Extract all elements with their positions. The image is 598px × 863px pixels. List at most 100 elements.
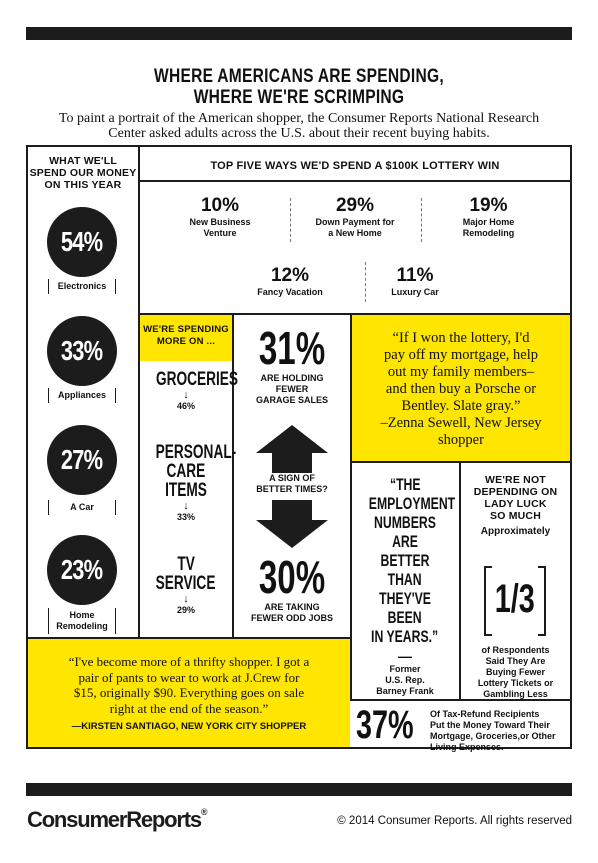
appliances-label: Appliances — [48, 388, 116, 403]
lottery-pct: 19% — [469, 195, 508, 216]
employment-quote-line: “THE — [389, 475, 421, 494]
left-column-divider — [138, 145, 140, 637]
lottery-pct: 11% — [396, 265, 434, 286]
employment-quote-line: NUMBERS — [374, 513, 436, 532]
lady-luck-label-line: Buying Fewer — [485, 667, 545, 677]
quote-line: and then buy a Porsche or — [385, 381, 537, 397]
remodeling-label-line: Home — [69, 610, 95, 620]
lottery-label: Luxury Car — [391, 287, 439, 297]
spending-more-header: WE'RE SPENDING MORE ON ... — [140, 324, 232, 348]
lady-luck-header: WE'RE NOT — [485, 474, 546, 486]
lady-luck-label-line: Lottery Tickets or — [477, 678, 554, 688]
bracket-tick — [484, 634, 492, 636]
employment-quote: “THE EMPLOYMENT NUMBERS ARE BETTER THAN … — [352, 475, 458, 697]
lottery-label: New Business — [189, 217, 251, 227]
sign-line: BETTER TIMES? — [256, 484, 328, 494]
lottery-item-business: 10% New Business Venture — [150, 195, 290, 239]
remodeling-label-text: Home Remodeling — [48, 608, 116, 634]
thrifty-quote-attribution: —KIRSTEN SANTIAGO, NEW YORK CITY SHOPPER — [71, 721, 307, 732]
remodeling-percent-circle: 23% — [47, 535, 117, 605]
lady-luck-label-line: Said They Are — [485, 656, 546, 666]
appliances-percent-circle: 33% — [47, 316, 117, 386]
fraction-value: 1/3 — [486, 575, 544, 623]
thrifty-quote-line: “I've become more of a thrifty shopper. … — [68, 654, 310, 669]
logo-text: ConsumerReports — [27, 807, 202, 832]
infographic-frame — [26, 145, 572, 749]
odd-jobs-pct: 30% — [258, 551, 326, 603]
lottery-item-remodel: 19% Major Home Remodeling — [421, 195, 556, 239]
remodeling-label: Home Remodeling — [48, 608, 116, 634]
garage-label: ARE HOLDING — [260, 373, 324, 383]
down-arrow-icon: ↓ — [183, 500, 189, 512]
lottery-dotted-divider — [365, 262, 366, 302]
lady-luck-label-line: Gambling Less — [483, 689, 548, 699]
bracket-tick — [484, 566, 492, 568]
left-header-line: SPEND OUR MONEY — [29, 167, 137, 179]
top-bar — [26, 27, 572, 40]
fraction-bracket — [484, 566, 546, 636]
personal-care-label: CARE — [166, 461, 206, 482]
spending-column-divider — [232, 313, 234, 637]
intro-text: To paint a portrait of the American shop… — [20, 111, 578, 141]
tax-pct-text: 37% — [356, 703, 414, 747]
employment-quote-line: THAN — [388, 570, 422, 589]
garage-label: GARAGE SALES — [255, 395, 328, 405]
page-title: WHERE AMERICANS ARE SPENDING, WHERE WE'R… — [0, 66, 598, 108]
odd-jobs-stat: 30% ARE TAKING FEWER ODD JOBS — [234, 552, 350, 624]
tax-label: Of Tax-Refund Recipients Put the Money T… — [430, 709, 570, 753]
fraction-text: 1/3 — [494, 577, 536, 621]
lady-luck-label-line: of Respondents — [481, 645, 550, 655]
personal-care-pct: 33% — [176, 512, 195, 522]
bottom-row-divider — [26, 637, 352, 639]
quote-line: out my family members– — [387, 364, 535, 380]
electronics-label: Electronics — [48, 279, 116, 294]
lottery-dotted-divider — [290, 198, 291, 242]
tax-pct: 37% — [356, 702, 426, 748]
down-arrow-icon: ↓ — [183, 593, 189, 605]
intro-line-1: To paint a portrait of the American shop… — [58, 111, 540, 126]
quote-line: pay off my mortgage, help — [384, 347, 538, 363]
sign-of-better-times: A SIGN OF BETTER TIMES? — [234, 473, 350, 495]
garage-label: FEWER — [275, 384, 309, 394]
thrifty-quote: “I've become more of a thrifty shopper. … — [28, 654, 350, 716]
lottery-item-car: 11% Luxury Car — [355, 265, 475, 298]
groceries-pct: 46% — [176, 401, 195, 411]
quote-line: –Zenna Sewell, New Jersey — [380, 415, 542, 431]
middle-column-divider — [350, 313, 352, 699]
tax-label-line: Put the Money Toward Their — [430, 720, 550, 730]
personal-care-label: ITEMS — [165, 480, 207, 501]
odd-jobs-label: FEWER ODD JOBS — [250, 613, 333, 623]
employment-quote-line: ARE BETTER — [380, 532, 430, 570]
tax-label-line: Of Tax-Refund Recipients — [430, 709, 540, 719]
employment-quote-line: THEY'VE — [379, 589, 431, 608]
lottery-label: Fancy Vacation — [257, 287, 323, 297]
tax-label-line: Mortgage, Groceries,or Other — [430, 731, 556, 741]
quote-box-divider — [350, 461, 572, 463]
title-line-1: WHERE AMERICANS ARE SPENDING, — [154, 66, 444, 87]
electronics-label-text: Electronics — [48, 279, 116, 294]
lottery-pct: 29% — [335, 195, 375, 216]
title-line-2: WHERE WE'RE SCRIMPING — [193, 87, 405, 108]
employment-attribution: Barney Frank — [376, 686, 434, 696]
lottery-label: Venture — [203, 228, 237, 238]
spending-more-header-line: MORE ON ... — [156, 336, 216, 347]
lady-luck-approx: Approximately — [480, 526, 551, 537]
employment-quote-line: EMPLOYMENT — [368, 494, 456, 513]
lady-luck-header: LADY LUCK — [484, 498, 547, 510]
intro-line-2: Center asked adults across the U.S. abou… — [108, 126, 490, 141]
tv-service-pct: 29% — [176, 605, 195, 615]
registered-mark: ® — [200, 807, 208, 817]
quote-line: shopper — [438, 432, 484, 448]
bracket-tick — [538, 634, 546, 636]
lady-luck-panel: WE'RE NOT DEPENDING ON LADY LUCK SO MUCH… — [461, 474, 570, 537]
lottery-dotted-divider — [421, 198, 422, 242]
lottery-pct: 10% — [200, 195, 240, 216]
lottery-header-divider — [138, 180, 572, 182]
thrifty-quote-line: right at the end of the season.” — [109, 700, 269, 716]
lottery-pct: 12% — [270, 265, 310, 286]
tv-service-item: TV SERVICE ↓ 29% — [140, 555, 232, 616]
lottery-bottom-divider — [138, 313, 572, 315]
lady-luck-label: of Respondents Said They Are Buying Fewe… — [461, 645, 570, 700]
thrifty-quote-box — [28, 639, 350, 747]
lady-luck-header: SO MUCH — [490, 510, 541, 522]
